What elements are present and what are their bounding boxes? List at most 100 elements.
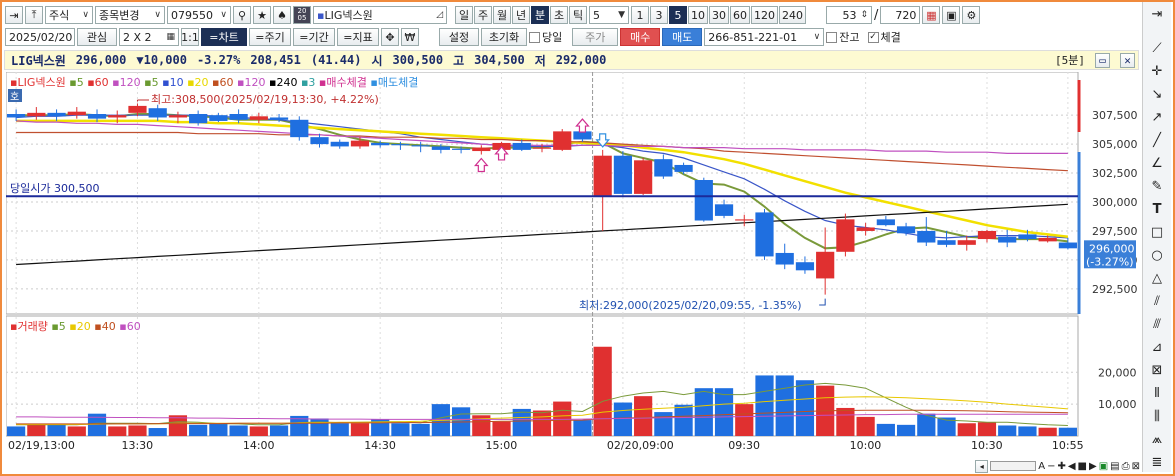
period-button[interactable]: 년 [512, 6, 530, 24]
chart-area[interactable]: 307,500305,000302,500300,000297,500295,0… [5, 71, 1138, 457]
legend-item[interactable]: 5 [152, 76, 163, 89]
fan-icon[interactable]: ⊿ [1151, 339, 1163, 355]
rectangle-icon[interactable]: □ [1150, 224, 1164, 240]
parallel-lines-icon[interactable]: ⫽ [1154, 293, 1160, 309]
watch-button[interactable]: 관심 [77, 28, 117, 46]
legend-item[interactable]: 5 [59, 320, 70, 333]
one-to-one-button[interactable]: 1:1 [181, 28, 199, 46]
pin-icon[interactable]: ⇥ [5, 6, 23, 24]
gear-icon[interactable]: ⚙ [962, 6, 981, 24]
interval-button[interactable]: 240 [779, 6, 806, 24]
circle-icon[interactable]: ○ [1151, 247, 1163, 263]
cycle-lines-icon[interactable]: ⫼ [1154, 408, 1160, 424]
grid-icon[interactable]: ▦ [922, 6, 941, 24]
legend-item[interactable]: 5 [77, 76, 88, 89]
balance-checkbox[interactable]: 잔고 [826, 29, 860, 45]
price-button[interactable]: 주가 [572, 28, 619, 46]
date-input[interactable]: 2025/02/20⇕ [5, 28, 84, 46]
speed-lines-icon[interactable]: ⩕ [1151, 431, 1163, 447]
interval-button[interactable]: 5 [669, 6, 687, 24]
legend-item[interactable]: 120 [244, 76, 269, 89]
crosshair-icon[interactable]: ✥ [381, 28, 399, 46]
period-button[interactable]: 틱 [569, 6, 587, 24]
interval-select[interactable]: 5 ▼ [589, 6, 629, 24]
won-button[interactable]: ₩ [401, 28, 419, 46]
close-icon[interactable]: ⊠ [1131, 460, 1140, 472]
period-button[interactable]: 주 [474, 6, 492, 24]
period-button[interactable]: 일 [455, 6, 473, 24]
interval-button[interactable]: 1 [631, 6, 649, 24]
change-stock-select[interactable]: 종목변경 ∨ [95, 6, 165, 24]
legend-item[interactable]: 20 [77, 320, 95, 333]
period-button[interactable]: 분 [531, 6, 549, 24]
chart-button[interactable]: =차트 [201, 28, 247, 46]
pencil-icon[interactable]: ✎ [1151, 178, 1163, 194]
legend-item[interactable]: 거래량 [17, 320, 51, 333]
layout-select[interactable]: 2 X 2 ▦ [119, 28, 179, 46]
executed-checkbox[interactable]: ✓ 체결 [867, 29, 901, 45]
indicator-button[interactable]: =지표 [337, 28, 379, 46]
top-arrow-icon[interactable]: ⤒ [25, 6, 43, 24]
chart-type-icon[interactable]: 20 05 [293, 6, 311, 24]
interval-button[interactable]: 3 [650, 6, 668, 24]
same-day-checkbox[interactable]: 당일 [529, 29, 562, 45]
restore-icon[interactable]: ▭ [1095, 52, 1110, 68]
vertical-lines-icon[interactable]: ⦀ [1154, 385, 1160, 401]
legend-item[interactable]: 40 [102, 320, 120, 333]
play-left-icon[interactable]: ◀ [1067, 460, 1076, 472]
stock-code-input[interactable]: 079550 ∨ [167, 6, 231, 24]
scroll-left-icon[interactable]: ◂ [975, 459, 989, 473]
legend-item[interactable]: 60 [220, 76, 238, 89]
play-right-icon[interactable]: ▶ [1089, 460, 1097, 472]
close-icon[interactable]: ✕ [1120, 52, 1135, 68]
legend-item[interactable]: 10 [170, 76, 188, 89]
visible-count-input[interactable]: 53 ⇕ [826, 6, 872, 24]
stock-name-field[interactable]: ▪LIG넥스원 ◿ [313, 6, 447, 24]
channel-icon[interactable]: ⫻ [1153, 316, 1161, 332]
interval-button[interactable]: 120 [751, 6, 778, 24]
save-icon[interactable]: ▤ [1110, 460, 1120, 472]
chart-svg[interactable]: 307,500305,000302,500300,000297,500295,0… [5, 71, 1138, 457]
spade-icon[interactable]: ♠ [273, 6, 291, 24]
period-button[interactable]: 월 [493, 6, 511, 24]
fibonacci-icon[interactable]: ≣ [1151, 454, 1163, 470]
print-icon[interactable]: ⎙ [1121, 460, 1130, 472]
save-icon[interactable]: ▣ [942, 6, 961, 24]
legend-item[interactable]: 120 [120, 76, 145, 89]
text-icon[interactable]: T [1152, 201, 1162, 217]
cross-line-icon[interactable]: ✛ [1151, 63, 1163, 79]
angle-icon[interactable]: ∠ [1151, 155, 1163, 171]
legend-item[interactable]: 3 [308, 76, 319, 89]
buy-button[interactable]: 매수 [620, 28, 661, 46]
zoom-plus-icon[interactable]: ✚ [1057, 460, 1066, 472]
settings-button[interactable]: 설정 [439, 28, 479, 46]
account-select[interactable]: 266-851-221-01 ∨ [704, 28, 825, 46]
sell-button[interactable]: 매도 [662, 28, 703, 46]
legend-item[interactable]: 60 [95, 76, 113, 89]
line-icon[interactable]: ╱ [1153, 132, 1161, 148]
scroll-slider[interactable] [990, 461, 1037, 471]
period-button[interactable]: 초 [550, 6, 568, 24]
tab-right-icon[interactable]: ⇥ [1151, 6, 1163, 22]
trend-line-icon[interactable]: ⟋ [1152, 40, 1162, 56]
legend-item[interactable]: LIG넥스원 [17, 76, 69, 89]
market-select[interactable]: 주식 ∨ [45, 6, 93, 24]
triangle-icon[interactable]: △ [1152, 270, 1162, 286]
period-setting-button[interactable]: =주기 [249, 28, 291, 46]
interval-button[interactable]: 10 [688, 6, 708, 24]
star-icon[interactable]: ★ [253, 6, 271, 24]
search-icon[interactable]: ⚲ [233, 6, 251, 24]
arrow-down-right-icon[interactable]: ↘ [1151, 86, 1163, 102]
legend-item[interactable]: 매수체결 [326, 76, 370, 89]
range-button[interactable]: =기간 [293, 28, 335, 46]
interval-button[interactable]: 60 [730, 6, 750, 24]
interval-button[interactable]: 30 [709, 6, 729, 24]
legend-item[interactable]: 매도체결 [378, 76, 418, 89]
ho-badge[interactable] [8, 89, 22, 102]
excel-icon[interactable]: ▣ [1098, 460, 1109, 472]
stop-icon[interactable]: ■ [1077, 460, 1087, 472]
gann-box-icon[interactable]: ⊠ [1151, 362, 1163, 378]
legend-item[interactable]: 240 [276, 76, 301, 89]
reset-button[interactable]: 초기화 [481, 28, 527, 46]
arrow-up-right-icon[interactable]: ↗ [1151, 109, 1163, 125]
